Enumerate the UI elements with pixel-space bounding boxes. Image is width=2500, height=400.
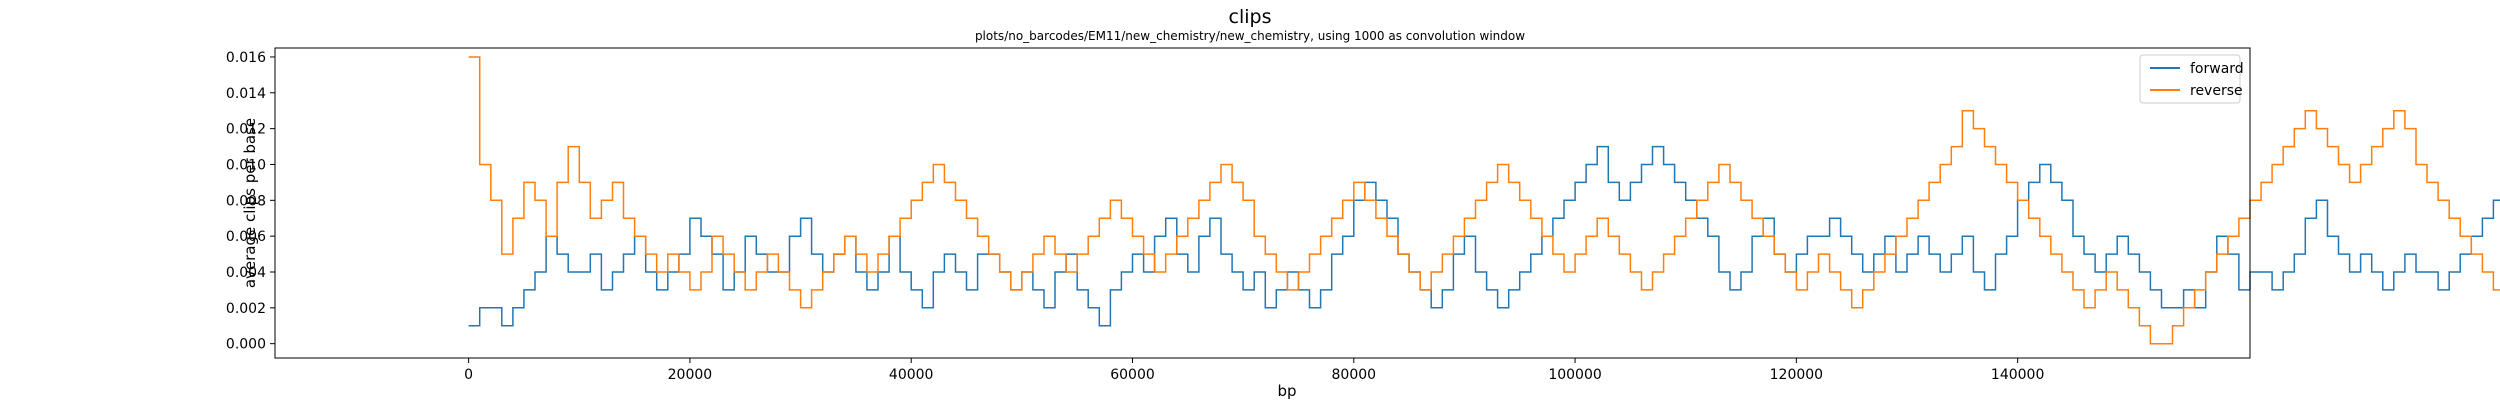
y-tick-label: 0.014 [226,86,266,102]
series-line-reverse [468,56,2500,345]
y-tick-label: 0.000 [226,337,266,353]
chart-subtitle: plots/no_barcodes/EM11/new_chemistry/new… [975,29,1525,43]
x-axis: 0 20000 40000 60000 80000 100000 120000 140000 [464,358,2044,383]
x-tick-label: 80000 [1332,367,1377,383]
y-tick-label: 0.002 [226,301,266,317]
series-line-forward [468,145,2500,327]
plot-frame [274,47,2251,359]
x-tick-label: 140000 [1991,367,2044,383]
y-tick-label: 0.010 [226,157,266,173]
y-tick-label: 0.008 [226,193,266,209]
x-tick-label: 20000 [668,367,713,383]
series-layer [468,56,2500,345]
legend-label-reverse: reverse [2190,83,2243,99]
x-axis-label: bp [1277,382,1296,400]
x-tick-label: 0 [464,367,473,383]
legend: forward reverse [2139,54,2244,104]
chart-title: clips [1229,6,1272,28]
x-tick-label: 40000 [889,367,934,383]
y-axis: 0.000 0.002 0.004 0.006 0.008 0.010 0.012 0.014… [226,50,275,353]
x-tick-label: 120000 [1770,367,1823,383]
legend-label-forward: forward [2190,61,2244,77]
y-tick-label: 0.004 [226,265,266,281]
y-tick-label: 0.012 [226,122,266,138]
y-axis-label: average clips per base [241,118,259,288]
x-tick-label: 100000 [1548,367,1601,383]
y-tick-label: 0.006 [226,229,266,245]
x-tick-label: 60000 [1110,367,1155,383]
y-tick-label: 0.016 [226,50,266,66]
